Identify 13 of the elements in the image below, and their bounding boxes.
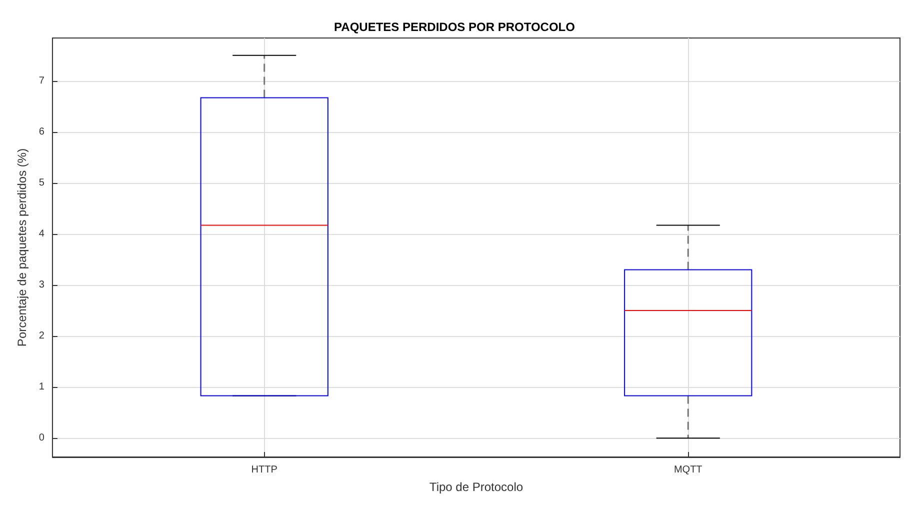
x-axis-title: Tipo de Protocolo: [429, 480, 524, 494]
y-tick-label: 0: [38, 432, 45, 444]
x-tick-label: HTTP: [251, 464, 278, 476]
y-tick-label: 2: [38, 330, 45, 342]
y-tick-label: 3: [38, 280, 45, 291]
chart-title: PAQUETES PERDIDOS POR PROTOCOLO: [334, 20, 575, 34]
y-tick-label: 5: [38, 177, 45, 188]
y-tick-label: 1: [38, 382, 45, 393]
y-tick-label: 4: [38, 228, 45, 240]
x-tick-label: MQTT: [674, 464, 702, 476]
y-tick-label: 7: [38, 75, 45, 86]
y-tick-label: 6: [38, 126, 45, 138]
y-axis-title: Porcentaje de paquetes perdidos (%): [15, 148, 29, 347]
